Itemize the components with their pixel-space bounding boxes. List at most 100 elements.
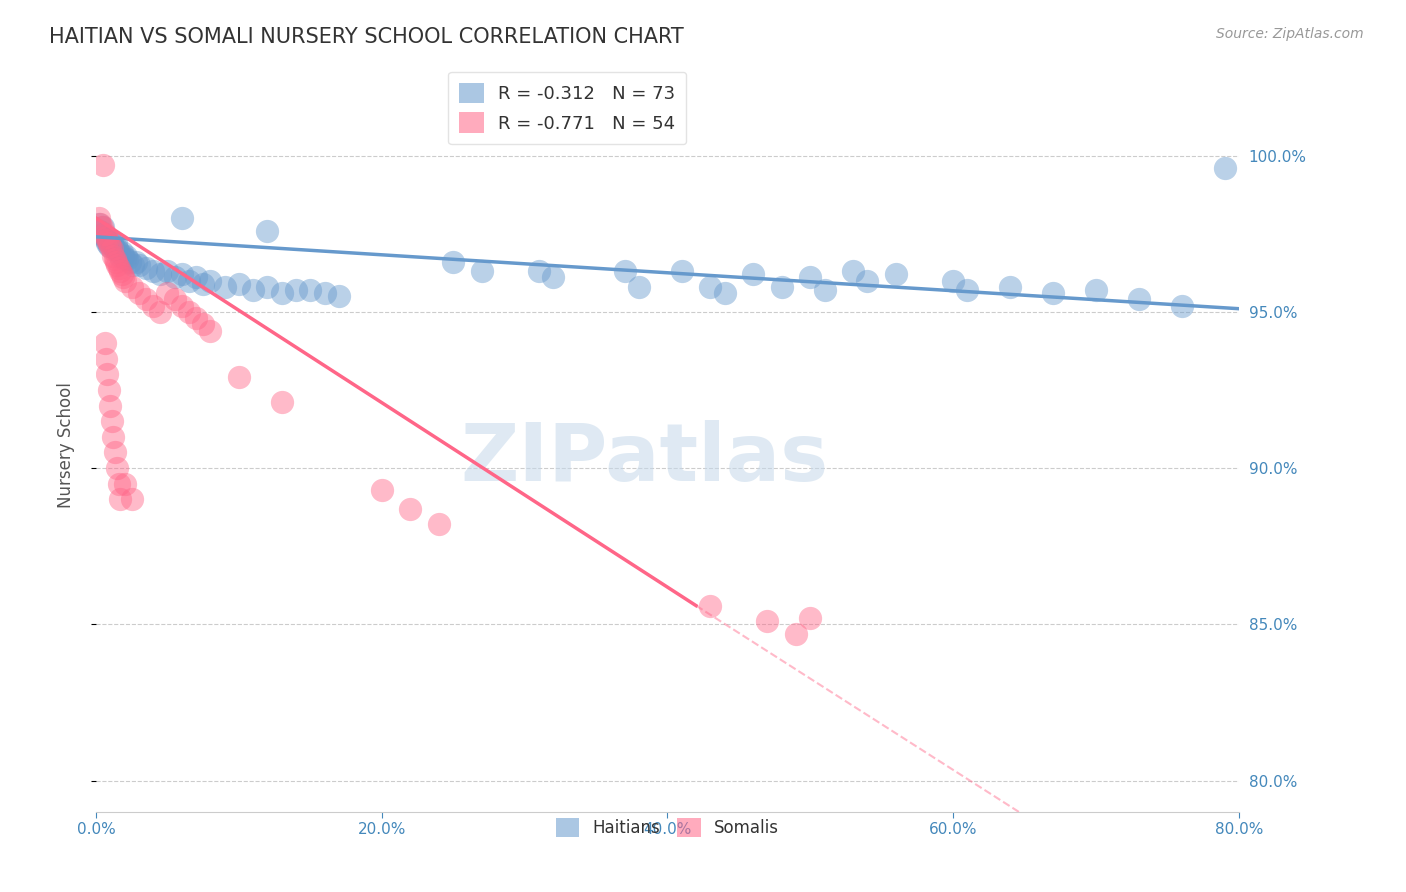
Point <box>120 255 142 269</box>
Point <box>799 611 821 625</box>
Point <box>91 220 114 235</box>
Point <box>112 249 135 263</box>
Point <box>170 299 193 313</box>
Point <box>256 223 278 237</box>
Point <box>101 239 124 253</box>
Point <box>114 476 136 491</box>
Point <box>128 286 150 301</box>
Point <box>97 239 120 253</box>
Point <box>471 264 494 278</box>
Point <box>427 517 450 532</box>
Point <box>114 274 136 288</box>
Y-axis label: Nursery School: Nursery School <box>58 382 75 508</box>
Point <box>107 243 129 257</box>
Point <box>98 399 121 413</box>
Point <box>170 268 193 282</box>
Point <box>87 217 110 231</box>
Text: HAITIAN VS SOMALI NURSERY SCHOOL CORRELATION CHART: HAITIAN VS SOMALI NURSERY SCHOOL CORRELA… <box>49 27 683 46</box>
Point <box>699 280 721 294</box>
Point <box>177 274 200 288</box>
Point <box>191 277 214 291</box>
Point <box>813 283 835 297</box>
Point <box>285 283 308 297</box>
Point <box>163 270 186 285</box>
Point <box>110 492 132 507</box>
Point <box>121 492 143 507</box>
Point <box>108 476 131 491</box>
Point <box>314 286 336 301</box>
Point <box>699 599 721 613</box>
Point <box>713 286 735 301</box>
Point <box>270 286 292 301</box>
Point <box>96 233 118 247</box>
Point <box>1042 286 1064 301</box>
Point <box>956 283 979 297</box>
Text: Source: ZipAtlas.com: Source: ZipAtlas.com <box>1216 27 1364 41</box>
Point <box>1213 161 1236 175</box>
Point <box>93 336 115 351</box>
Point <box>94 233 117 247</box>
Point <box>100 414 122 428</box>
Point <box>98 239 121 253</box>
Point <box>527 264 550 278</box>
Point <box>107 258 129 272</box>
Point <box>87 211 110 225</box>
Point <box>228 277 250 291</box>
Point <box>1000 280 1022 294</box>
Point <box>884 268 907 282</box>
Point <box>90 227 112 241</box>
Point <box>242 283 264 297</box>
Point <box>1171 299 1194 313</box>
Point <box>270 395 292 409</box>
Point <box>842 264 865 278</box>
Point <box>89 217 111 231</box>
Point <box>128 258 150 272</box>
Point <box>121 280 143 294</box>
Point <box>1128 293 1150 307</box>
Point <box>184 270 207 285</box>
Point <box>627 280 650 294</box>
Point <box>142 299 165 313</box>
Point <box>105 236 128 251</box>
Point <box>100 243 122 257</box>
Point <box>228 370 250 384</box>
Point <box>94 230 117 244</box>
Point <box>200 324 222 338</box>
Legend: Haitians, Somalis: Haitians, Somalis <box>550 812 786 844</box>
Point <box>112 270 135 285</box>
Point <box>299 283 322 297</box>
Point <box>170 211 193 225</box>
Point <box>125 255 148 269</box>
Point <box>105 255 128 269</box>
Point <box>122 258 145 272</box>
Point <box>108 261 131 276</box>
Point <box>156 264 179 278</box>
Point <box>93 227 115 241</box>
Point <box>200 274 222 288</box>
Point <box>103 252 125 266</box>
Point <box>371 483 394 497</box>
Point <box>214 280 236 294</box>
Point <box>117 252 139 266</box>
Point <box>191 318 214 332</box>
Point <box>856 274 879 288</box>
Point <box>441 255 464 269</box>
Point <box>541 270 564 285</box>
Point <box>177 305 200 319</box>
Point <box>799 270 821 285</box>
Point <box>94 351 117 366</box>
Point <box>91 158 114 172</box>
Point <box>149 268 172 282</box>
Point <box>111 268 134 282</box>
Point <box>184 311 207 326</box>
Point <box>100 236 122 251</box>
Point <box>142 264 165 278</box>
Point <box>1085 283 1108 297</box>
Point <box>135 293 157 307</box>
Point <box>785 626 807 640</box>
Point <box>942 274 965 288</box>
Point <box>89 223 111 237</box>
Point <box>163 293 186 307</box>
Point <box>613 264 636 278</box>
Point <box>111 245 134 260</box>
